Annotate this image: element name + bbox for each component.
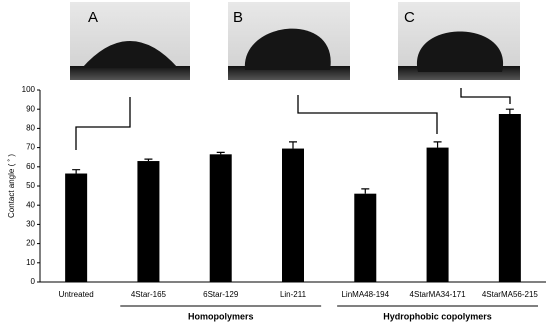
- connector: [460, 88, 511, 104]
- x-tick-label: 6Star-129: [203, 290, 239, 299]
- y-tick-label: 80: [26, 124, 35, 133]
- error-bar: [289, 141, 297, 149]
- droplet-image: [398, 2, 520, 80]
- x-tick-label: Lin-211: [280, 290, 307, 299]
- error-bar: [72, 169, 81, 174]
- y-tick-label: 0: [31, 277, 36, 286]
- y-tick-label: 90: [26, 104, 35, 113]
- x-tick-label: 4StarMA56-215: [482, 290, 539, 299]
- y-tick-label: 30: [26, 220, 35, 229]
- x-tick-label: 4StarMA34-171: [410, 290, 467, 299]
- x-tick-label: Untreated: [59, 290, 94, 299]
- bar: [137, 161, 160, 282]
- x-tick-label: 4Star-165: [131, 290, 167, 299]
- error-bar: [216, 151, 225, 155]
- bar: [282, 148, 304, 282]
- x-tick-label: LinMA48-194: [341, 290, 389, 299]
- y-axis-label: Contact angle ( ˚ ): [7, 154, 16, 218]
- connector: [75, 97, 131, 150]
- connector: [297, 95, 438, 134]
- y-tick-label: 40: [26, 200, 35, 209]
- error-bar: [361, 188, 370, 194]
- y-tick-label: 60: [26, 162, 35, 171]
- group-label: Homopolymers: [188, 311, 254, 321]
- bar: [209, 154, 232, 282]
- bar: [498, 114, 521, 282]
- bar: [426, 147, 449, 282]
- y-tick-label: 50: [26, 181, 35, 190]
- error-bar: [505, 108, 514, 114]
- y-tick-label: 70: [26, 143, 35, 152]
- droplet-image: [70, 2, 190, 80]
- image-label: A: [88, 9, 98, 26]
- y-tick-label: 20: [26, 239, 35, 248]
- image-label: C: [404, 9, 415, 26]
- droplet-image: [228, 2, 350, 80]
- image-label: B: [233, 9, 243, 26]
- y-tick-label: 10: [26, 258, 35, 267]
- bar: [65, 173, 88, 282]
- error-bar: [433, 141, 442, 148]
- bar: [354, 193, 377, 282]
- error-bar: [144, 158, 153, 162]
- group-label: Hydrophobic copolymers: [383, 311, 492, 321]
- y-tick-label: 100: [22, 85, 36, 94]
